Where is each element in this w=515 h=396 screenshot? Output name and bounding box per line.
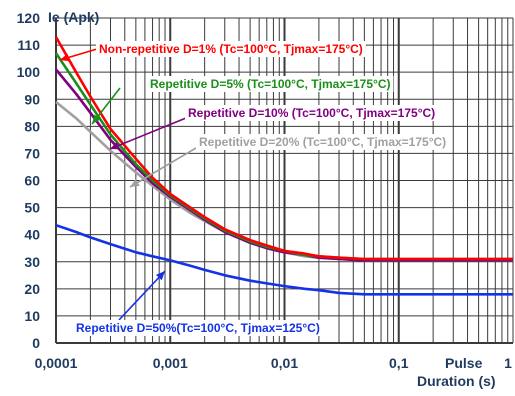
annotation-arrows	[59, 48, 197, 321]
x-tick-label: 0,1	[389, 355, 409, 371]
annotation-arrowhead	[92, 114, 101, 124]
y-tick-label: 120	[17, 10, 41, 26]
y-tick-label: 10	[24, 308, 40, 324]
annotation-arrow	[118, 270, 166, 321]
series-label: Repetitive D=5% (Tc=100°C, Tjmax=175°C)	[150, 77, 390, 91]
x-tick-label: 0,0001	[35, 355, 78, 371]
series-label: Repetitive D=50%(Tc=100°C, Tjmax=125°C)	[76, 321, 320, 335]
y-tick-label: 50	[24, 200, 40, 216]
y-tick-label: 90	[24, 91, 40, 107]
y-tick-label: 30	[24, 254, 40, 270]
series-label: Repetitive D=20% (Tc=100°C, Tjmax=175°C)	[199, 135, 446, 149]
series-line	[54, 36, 513, 261]
annotation-arrowhead	[60, 53, 70, 62]
y-tick-label: 60	[24, 173, 40, 189]
x-tick-label: 0,01	[271, 355, 298, 371]
series-label-background	[96, 41, 366, 57]
series-label-background	[196, 134, 450, 150]
x-tick-label: 0,001	[153, 355, 188, 371]
annotation-arrowhead	[130, 178, 140, 187]
y-tick-label: 20	[24, 281, 40, 297]
y-tick-label: 80	[24, 118, 40, 134]
annotation-arrow	[109, 117, 187, 150]
series-label-background	[73, 320, 323, 336]
x-tick-label: 1	[504, 355, 512, 371]
y-tick-label: 110	[17, 37, 40, 53]
annotation-arrow	[129, 147, 197, 188]
x-axis-label-line2: Duration (s)	[417, 373, 496, 389]
annotation-arrowhead	[155, 271, 165, 281]
annotation-arrowhead	[110, 141, 120, 150]
x-axis-label-line1: Pulse	[445, 355, 483, 371]
series-labels: Non-repetitive D=1% (Tc=100°C, Tjmax=175…	[73, 41, 450, 336]
y-axis-label: Ie (Apk)	[48, 9, 99, 25]
y-tick-label: 40	[24, 227, 40, 243]
series-label: Repetitive D=10% (Tc=100°C, Tjmax=175°C)	[188, 106, 435, 120]
series-line	[55, 223, 513, 296]
y-tick-label: 70	[24, 145, 40, 161]
y-tick-label: 0	[32, 335, 40, 351]
y-tick-label: 100	[17, 64, 41, 80]
series-label-background	[147, 76, 394, 92]
series-label-background	[185, 105, 439, 121]
tick-labels: 0 10 20 30 40 50 60 70 80 90 100 110 120 0,0001 0,001 0…	[17, 10, 512, 371]
series-label: Non-repetitive D=1% (Tc=100°C, Tjmax=175…	[99, 42, 363, 56]
